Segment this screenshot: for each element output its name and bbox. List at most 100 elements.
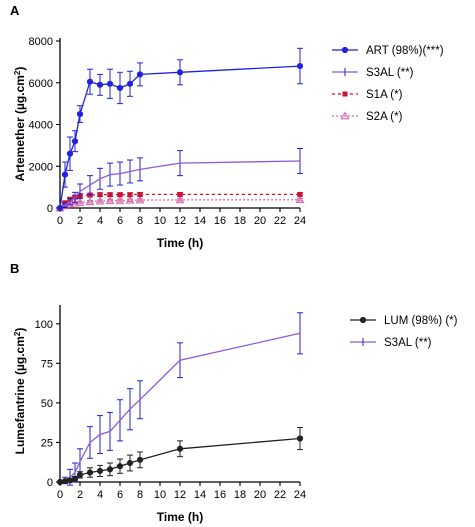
data-point bbox=[76, 110, 84, 118]
x-tick-label: 6 bbox=[117, 215, 123, 227]
data-point bbox=[95, 196, 105, 205]
x-tick-label: 2 bbox=[77, 489, 83, 501]
x-axis-title-a: Time (h) bbox=[157, 236, 203, 250]
y-tick-label: 4000 bbox=[29, 120, 53, 132]
chart-panel-a: A Artemether (µg.cm2) Time (h) 0 2000 4000… bbox=[10, 3, 444, 250]
data-point bbox=[65, 199, 75, 208]
y-axis-title-a: Artemether (µg.cm2) bbox=[13, 67, 28, 182]
x-tick-label: 10 bbox=[154, 489, 166, 501]
data-point bbox=[86, 469, 94, 476]
data-point bbox=[56, 478, 64, 486]
y-tick-label: 25 bbox=[41, 437, 53, 449]
series-line bbox=[59, 199, 301, 209]
data-point bbox=[86, 78, 94, 85]
y-tick-label: 50 bbox=[41, 398, 53, 410]
data-point bbox=[136, 456, 144, 463]
data-point bbox=[175, 195, 185, 204]
legend-marker bbox=[341, 46, 349, 54]
series-2 bbox=[59, 312, 303, 486]
chart-panel-b: B Lumefantrine (µg.cm2) Time (h) 0 25 50 75… bbox=[10, 261, 458, 524]
x-tick-label: 20 bbox=[254, 489, 266, 501]
series-line bbox=[59, 332, 301, 483]
legend-label: ART (98%)(***) bbox=[366, 45, 444, 57]
x-tick-label: 0 bbox=[57, 489, 63, 501]
x-tick-label: 16 bbox=[214, 215, 226, 227]
legend-label: LUM (98%) (*) bbox=[384, 315, 458, 327]
x-tick-label: 14 bbox=[194, 489, 206, 501]
x-tick-label: 8 bbox=[137, 489, 143, 501]
data-point bbox=[87, 192, 93, 198]
data-point bbox=[56, 204, 64, 212]
data-point bbox=[136, 71, 144, 78]
legend: LUM (98%) (*) S3AL (**) bbox=[350, 315, 458, 349]
x-tick-label: 4 bbox=[97, 215, 103, 227]
x-tick-label: 24 bbox=[294, 489, 306, 501]
data-point bbox=[177, 191, 183, 197]
y-tick-label: 0 bbox=[47, 477, 53, 489]
data-point bbox=[176, 69, 184, 76]
data-point bbox=[115, 195, 125, 204]
x-tick-label: 16 bbox=[214, 489, 226, 501]
series-2 bbox=[59, 148, 303, 209]
legend-label: S3AL (**) bbox=[384, 337, 432, 349]
data-point bbox=[97, 192, 103, 198]
x-tick-label: 14 bbox=[194, 215, 206, 227]
data-point bbox=[106, 466, 114, 473]
data-point bbox=[125, 195, 135, 204]
x-tick-label: 8 bbox=[137, 215, 143, 227]
data-point bbox=[126, 459, 134, 467]
x-tick-label: 2 bbox=[77, 215, 83, 227]
x-tick-label: 6 bbox=[117, 489, 123, 501]
series-1 bbox=[56, 47, 304, 212]
data-point bbox=[296, 435, 304, 442]
data-point bbox=[295, 195, 305, 203]
data-point bbox=[71, 138, 79, 145]
data-point bbox=[176, 445, 184, 452]
y-axis-title-b: Lumefantrine (µg.cm2) bbox=[13, 328, 28, 455]
x-tick-label: 4 bbox=[97, 489, 103, 501]
x-tick-label: 10 bbox=[154, 215, 166, 227]
x-tick-label: 20 bbox=[254, 215, 266, 227]
data-point bbox=[116, 84, 124, 92]
x-tick-label: 24 bbox=[294, 215, 306, 227]
data-point bbox=[71, 475, 79, 482]
data-point bbox=[106, 80, 114, 87]
data-point bbox=[116, 463, 124, 470]
x-tick-label: 22 bbox=[274, 215, 286, 227]
y-tick-label: 100 bbox=[35, 319, 53, 331]
x-tick-label: 18 bbox=[234, 215, 246, 227]
data-point bbox=[76, 471, 84, 478]
data-point bbox=[117, 192, 123, 198]
legend-label: S3AL (**) bbox=[366, 67, 414, 79]
y-tick-label: 0 bbox=[47, 203, 53, 215]
data-point bbox=[96, 467, 104, 475]
legend: ART (98%)(***) S3AL (**) S1A (*) S2A (*) bbox=[332, 45, 444, 123]
y-tick-label: 75 bbox=[41, 358, 53, 370]
x-tick-label: 12 bbox=[174, 489, 186, 501]
x-axis-title-b: Time (h) bbox=[157, 510, 203, 524]
y-tick-label: 6000 bbox=[29, 78, 53, 90]
data-point bbox=[66, 477, 74, 484]
series-1 bbox=[56, 426, 304, 486]
data-point bbox=[75, 197, 85, 206]
x-tick-label: 12 bbox=[174, 215, 186, 227]
data-point bbox=[137, 191, 143, 197]
legend-marker bbox=[359, 316, 367, 324]
data-point bbox=[105, 196, 115, 205]
legend-label: S1A (*) bbox=[366, 89, 403, 101]
data-point bbox=[107, 192, 113, 198]
x-tick-label: 18 bbox=[234, 489, 246, 501]
data-point bbox=[61, 171, 69, 178]
data-point bbox=[96, 81, 104, 88]
series-line bbox=[59, 160, 301, 209]
legend-label: S2A (*) bbox=[366, 111, 403, 123]
panel-label-b: B bbox=[10, 261, 19, 276]
data-point bbox=[127, 192, 133, 198]
data-point bbox=[66, 150, 74, 157]
legend-marker bbox=[340, 111, 350, 120]
data-point bbox=[85, 197, 95, 206]
y-tick-label: 2000 bbox=[29, 161, 53, 173]
data-point bbox=[126, 80, 134, 87]
x-tick-label: 22 bbox=[274, 489, 286, 501]
